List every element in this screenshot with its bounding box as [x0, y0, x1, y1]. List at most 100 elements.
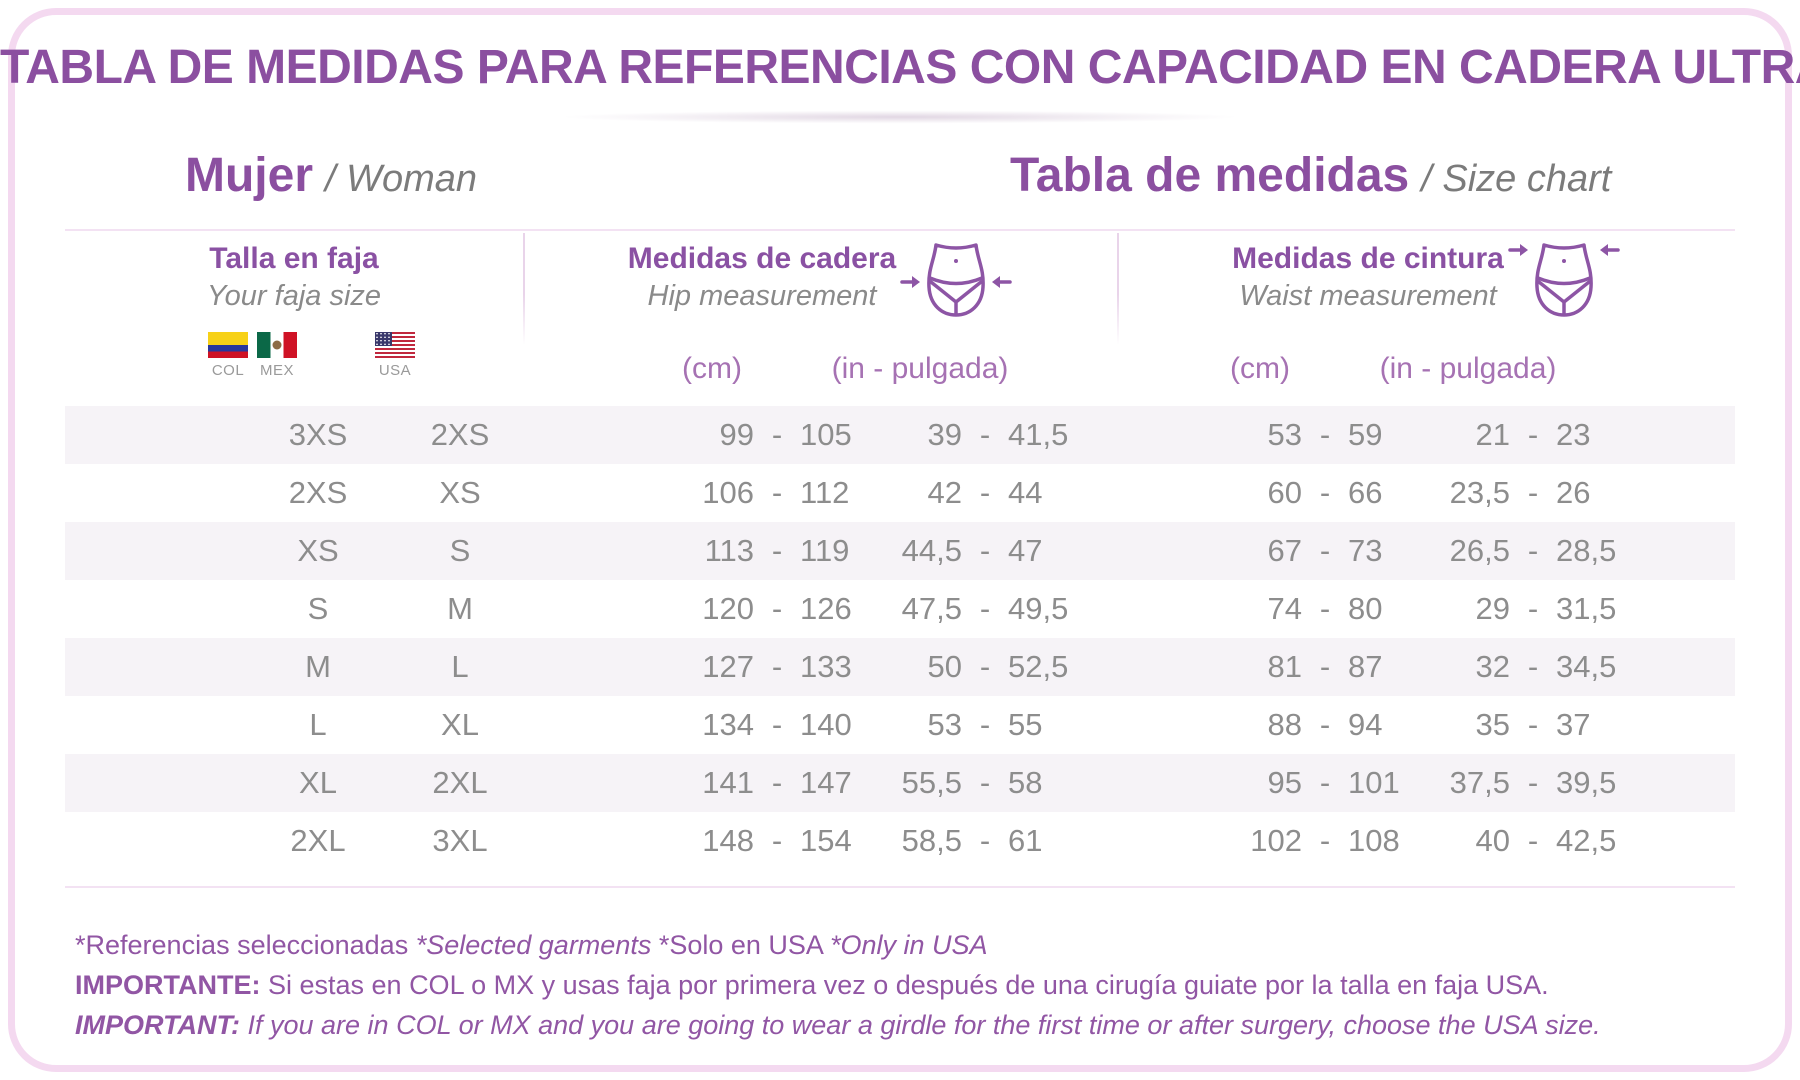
range-min: 58,5: [901, 823, 962, 858]
range-min: 141: [702, 765, 754, 800]
hip-cm-range-cell: 113 - 119: [659, 533, 895, 569]
size-usa-cell: 3XL: [432, 823, 488, 858]
range-max: 34,5: [1556, 649, 1617, 684]
hip-in-range-cell: 53 - 55: [867, 707, 1103, 743]
flag-label: MEX: [259, 362, 294, 379]
size-col-mex-cell: S: [307, 591, 329, 626]
range-dash: -: [979, 533, 991, 568]
range-min: 44,5: [901, 533, 962, 568]
range-min: 67: [1267, 533, 1302, 568]
size-usa-cell: 2XL: [432, 765, 488, 800]
hip-in-range-cell: 39 - 41,5: [867, 417, 1103, 453]
size-usa-cell: XL: [441, 707, 479, 742]
range-max: 42,5: [1556, 823, 1617, 858]
range-max: 55: [1008, 707, 1043, 742]
range-dash: -: [979, 649, 991, 684]
range-min: 53: [1267, 417, 1302, 452]
range-dash: -: [1527, 533, 1539, 568]
footnote-segment: *Only in USA: [829, 930, 988, 960]
range-max: 59: [1348, 417, 1383, 452]
column-title: Talla en faja: [209, 242, 379, 275]
size-col-mex-cell: 2XS: [288, 475, 348, 510]
hip-cm-range-cell: 141 - 147: [659, 765, 895, 801]
range-max: 61: [1008, 823, 1043, 858]
table-row: 2XL 3XL 148 - 154 58,5 - 61 102 - 108 40…: [65, 812, 1735, 870]
range-dash: -: [1527, 591, 1539, 626]
range-dash: -: [1319, 649, 1331, 684]
waist-cm-range-cell: 74 - 80: [1207, 591, 1443, 627]
range-max: 101: [1348, 765, 1400, 800]
range-min: 81: [1267, 649, 1302, 684]
range-min: 113: [704, 533, 754, 568]
usa-flag-icon: [375, 332, 415, 358]
footnote-segment: *Selected garments: [415, 930, 659, 960]
range-min: 40: [1475, 823, 1510, 858]
hip-in-range-cell: 47,5 - 49,5: [867, 591, 1103, 627]
flag-usa: USA: [371, 332, 419, 379]
range-max: 37: [1556, 707, 1591, 742]
range-dash: -: [771, 475, 783, 510]
range-max: 94: [1348, 707, 1383, 742]
size-usa-cell: L: [451, 649, 469, 684]
range-min: 148: [702, 823, 754, 858]
range-max: 140: [800, 707, 852, 742]
table-row: L XL 134 - 140 53 - 55 88 - 94 35 - 37: [65, 696, 1735, 754]
range-dash: -: [1319, 765, 1331, 800]
range-dash: -: [1319, 823, 1331, 858]
hip-in-range-cell: 42 - 44: [867, 475, 1103, 511]
mexico-flag-icon: [257, 332, 297, 358]
range-max: 52,5: [1008, 649, 1069, 684]
waist-cm-range-cell: 88 - 94: [1207, 707, 1443, 743]
table-row: XL 2XL 141 - 147 55,5 - 58 95 - 101 37,5…: [65, 754, 1735, 812]
range-max: 108: [1348, 823, 1400, 858]
footnote-label: IMPORTANT:: [75, 1010, 240, 1040]
table-row: S M 120 - 126 47,5 - 49,5 74 - 80 29 - 3…: [65, 580, 1735, 638]
range-min: 50: [927, 649, 962, 684]
hip-measurement-icon: [900, 243, 1012, 317]
range-dash: -: [979, 417, 991, 452]
range-min: 55,5: [901, 765, 962, 800]
footnote-segment: *Referencias seleccionadas: [75, 930, 416, 960]
unit-label-hip-cm: (cm): [682, 352, 742, 385]
range-max: 39,5: [1556, 765, 1617, 800]
waist-cm-range-cell: 53 - 59: [1207, 417, 1443, 453]
waist-in-range-cell: 21 - 23: [1415, 417, 1651, 453]
section-header-secondary: / Woman: [325, 158, 478, 200]
size-col-mex-cell: 2XL: [290, 823, 346, 858]
size-usa-cell: S: [449, 533, 471, 568]
column-title: Medidas de cadera: [627, 242, 897, 275]
range-max: 73: [1348, 533, 1383, 568]
footnote-important-es: IMPORTANTE: Si estas en COL o MX y usas …: [75, 965, 1601, 1005]
range-max: 133: [800, 649, 852, 684]
table-row: M L 127 - 133 50 - 52,5 81 - 87 32 - 34,…: [65, 638, 1735, 696]
range-min: 88: [1267, 707, 1302, 742]
range-max: 26: [1556, 475, 1591, 510]
range-dash: -: [979, 823, 991, 858]
range-dash: -: [1527, 649, 1539, 684]
range-dash: -: [771, 533, 783, 568]
range-max: 49,5: [1008, 591, 1069, 626]
table-row: 3XS 2XS 99 - 105 39 - 41,5 53 - 59 21 - …: [65, 406, 1735, 464]
hip-in-range-cell: 44,5 - 47: [867, 533, 1103, 569]
range-max: 23: [1556, 417, 1591, 452]
flag-mexico: MEX: [253, 332, 301, 379]
footer-notes: *Referencias seleccionadas *Selected gar…: [75, 925, 1601, 1045]
hip-cm-range-cell: 127 - 133: [659, 649, 895, 685]
flag-label: COL: [211, 362, 245, 379]
range-dash: -: [1319, 591, 1331, 626]
waist-cm-range-cell: 95 - 101: [1207, 765, 1443, 801]
table-row: 2XS XS 106 - 112 42 - 44 60 - 66 23,5 - …: [65, 464, 1735, 522]
hip-in-range-cell: 55,5 - 58: [867, 765, 1103, 801]
range-dash: -: [771, 649, 783, 684]
waist-in-range-cell: 23,5 - 26: [1415, 475, 1651, 511]
hip-in-range-cell: 50 - 52,5: [867, 649, 1103, 685]
waist-in-range-cell: 32 - 34,5: [1415, 649, 1651, 685]
size-usa-cell: XS: [439, 475, 481, 510]
range-min: 42: [927, 475, 962, 510]
column-subtitle: Waist measurement: [1239, 280, 1497, 312]
range-dash: -: [771, 765, 783, 800]
range-dash: -: [1319, 417, 1331, 452]
range-min: 23,5: [1449, 475, 1510, 510]
size-col-mex-cell: XS: [297, 533, 339, 568]
